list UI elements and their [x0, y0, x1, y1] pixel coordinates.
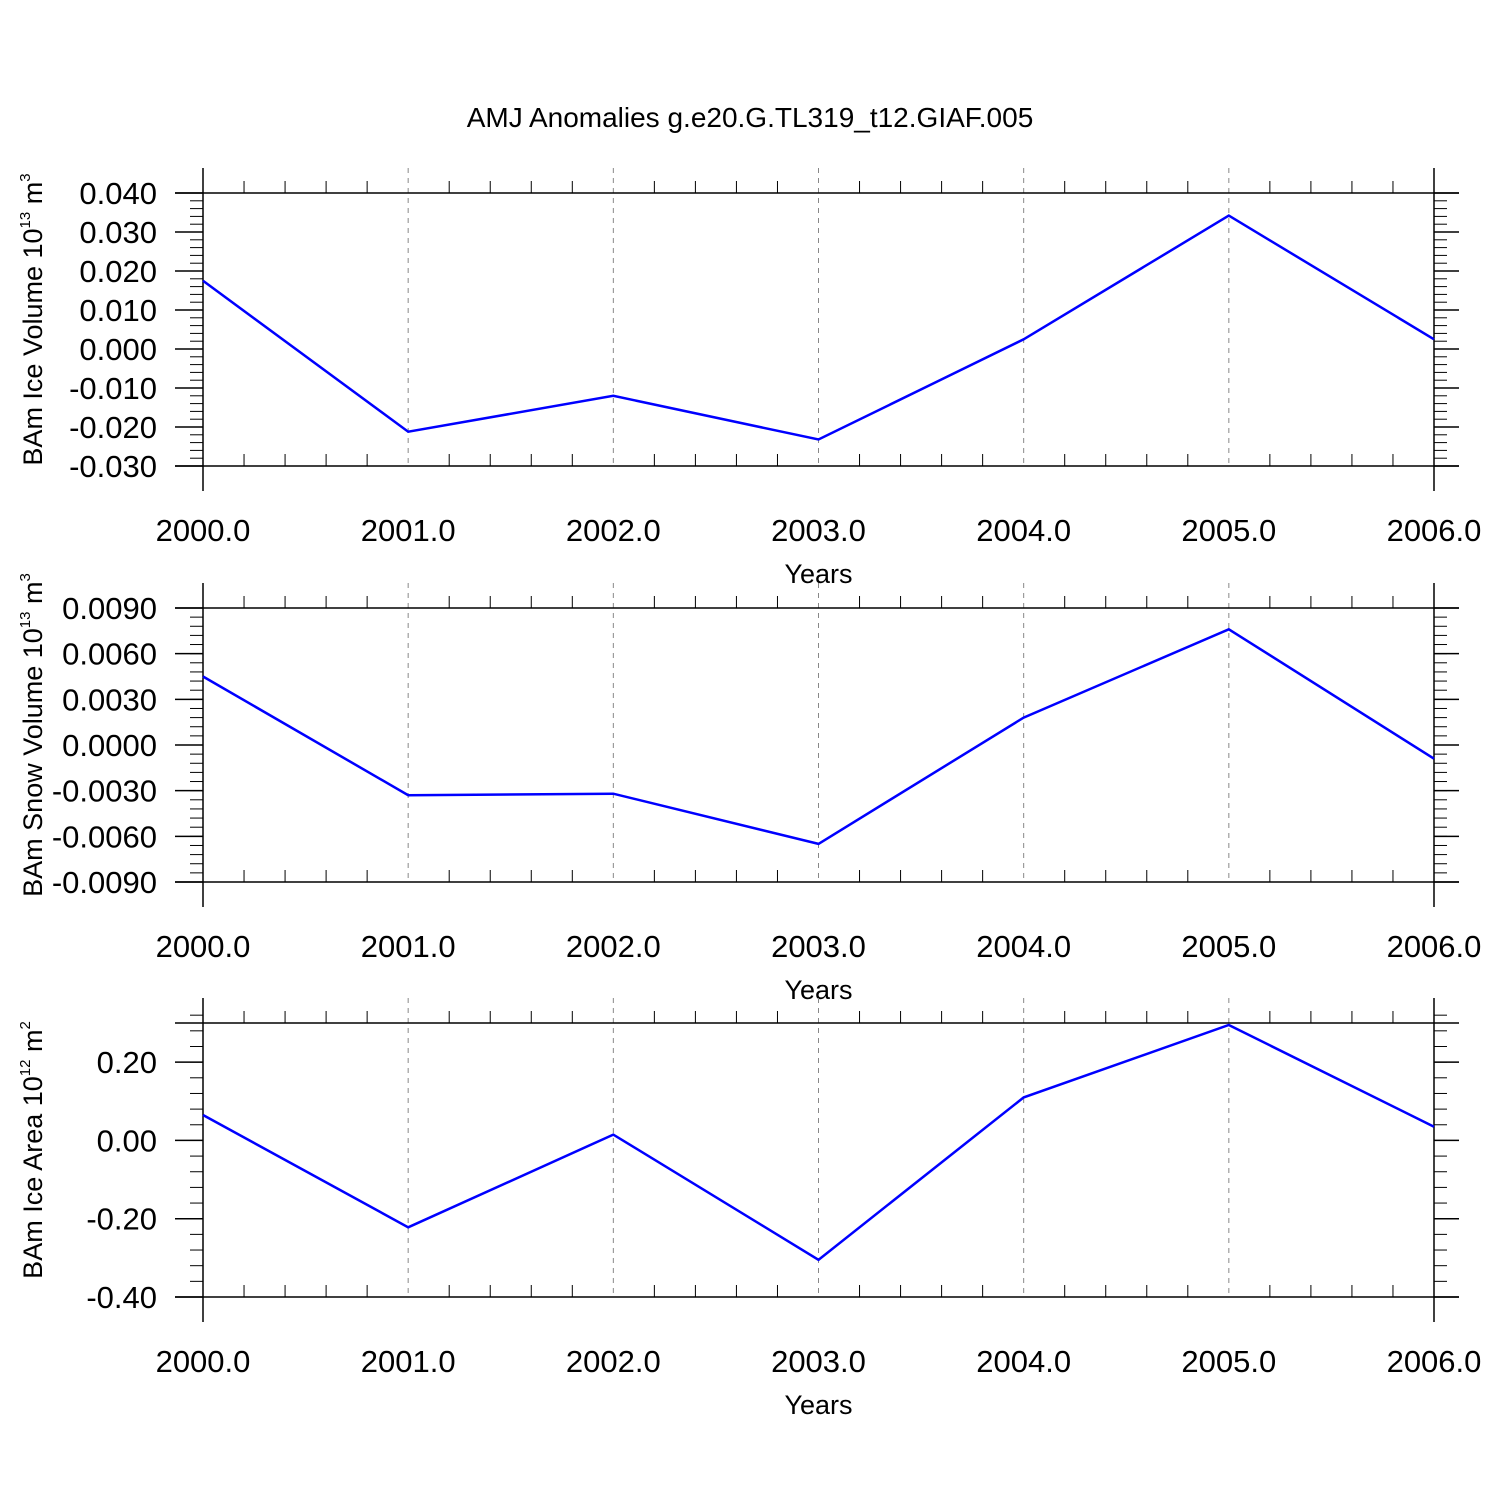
panel-2: 0.0090 0.0060 0.0030 0.0000 -0.0030 -0.0060 -0… — [17, 573, 1481, 1005]
y-axis-title: BAm Ice Volume 1013 m3 — [17, 173, 48, 465]
x-tick-label: 2005.0 — [1181, 929, 1276, 964]
x-tick-label: 2002.0 — [566, 1344, 661, 1379]
y-tick-label: 0.010 — [79, 293, 157, 328]
y-tick-label: -0.0030 — [52, 774, 157, 809]
x-tick-label: 2005.0 — [1181, 1344, 1276, 1379]
y-tick-label: 0.0000 — [62, 728, 157, 763]
x-tick-label: 2006.0 — [1387, 513, 1482, 548]
x-tick-label: 2001.0 — [361, 1344, 456, 1379]
x-tick-label: 2003.0 — [771, 513, 866, 548]
y-tick-label: -0.40 — [86, 1280, 157, 1315]
y-tick-label: 0.20 — [97, 1045, 157, 1080]
y-tick-label: 0.040 — [79, 176, 157, 211]
x-tick-label: 2004.0 — [976, 513, 1071, 548]
x-tick-label: 2003.0 — [771, 1344, 866, 1379]
x-tick-label: 2003.0 — [771, 929, 866, 964]
panel-1: 0.040 0.030 0.020 0.010 0.000 -0.010 -0.020 -0.… — [17, 168, 1481, 589]
y-axis-title: BAm Ice Area 1012 m2 — [17, 1021, 48, 1279]
y-tick-label: 0.020 — [79, 254, 157, 289]
y-tick-label: -0.0060 — [52, 819, 157, 854]
y-tick-label: 0.0090 — [62, 591, 157, 626]
y-tick-label: 0.0030 — [62, 682, 157, 717]
y-tick-label: -0.0090 — [52, 865, 157, 900]
x-tick-label: 2006.0 — [1387, 1344, 1482, 1379]
x-tick-label: 2001.0 — [361, 513, 456, 548]
x-tick-label: 2006.0 — [1387, 929, 1482, 964]
x-tick-label: 2002.0 — [566, 929, 661, 964]
y-tick-label: -0.010 — [69, 371, 157, 406]
y-tick-label: 0.030 — [79, 215, 157, 250]
x-tick-label: 2000.0 — [156, 1344, 251, 1379]
x-tick-label: 2000.0 — [156, 513, 251, 548]
x-axis-title: Years — [784, 1390, 852, 1420]
x-tick-label: 2005.0 — [1181, 513, 1276, 548]
y-tick-label: -0.030 — [69, 449, 157, 484]
x-tick-label: 2004.0 — [976, 1344, 1071, 1379]
x-tick-label: 2000.0 — [156, 929, 251, 964]
x-tick-label: 2001.0 — [361, 929, 456, 964]
y-tick-label: -0.20 — [86, 1202, 157, 1237]
panel-3: 0.20 0.00 -0.20 -0.40 2000.0 2001.0 2002.0 2003… — [17, 998, 1481, 1420]
x-tick-label: 2004.0 — [976, 929, 1071, 964]
y-axis-title: BAm Snow Volume 1013 m3 — [17, 573, 48, 897]
x-tick-label: 2002.0 — [566, 513, 661, 548]
y-tick-label: 0.0060 — [62, 637, 157, 672]
chart-title: AMJ Anomalies g.e20.G.TL319_t12.GIAF.005 — [466, 102, 1034, 133]
y-tick-label: 0.000 — [79, 332, 157, 367]
y-tick-label: -0.020 — [69, 410, 157, 445]
y-tick-label: 0.00 — [97, 1123, 157, 1158]
